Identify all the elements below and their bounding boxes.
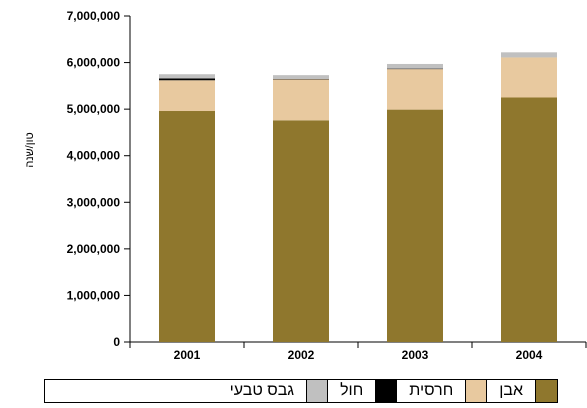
bar-segment bbox=[387, 69, 443, 110]
bar-segment bbox=[501, 52, 557, 58]
legend-item: אבן bbox=[487, 380, 557, 402]
legend-label: חול bbox=[340, 382, 364, 399]
y-tick-label: 6,000,000 bbox=[67, 56, 121, 70]
y-tick-label: 7,000,000 bbox=[67, 9, 121, 23]
bar-segment bbox=[273, 79, 329, 121]
legend-swatch bbox=[535, 380, 557, 402]
x-tick-label: 2002 bbox=[288, 348, 315, 362]
bar-segment bbox=[159, 80, 215, 112]
legend-label: גבס טבעי bbox=[229, 382, 295, 399]
bar-segment bbox=[387, 109, 443, 342]
y-tick-label: 5,000,000 bbox=[67, 102, 121, 116]
bar-segment bbox=[387, 63, 443, 69]
bar-segment bbox=[501, 57, 557, 98]
legend-label: חרסית bbox=[409, 382, 454, 399]
y-tick-label: 2,000,000 bbox=[67, 242, 121, 256]
y-tick-label: 4,000,000 bbox=[67, 149, 121, 163]
x-tick-label: 2003 bbox=[402, 348, 429, 362]
legend-swatch bbox=[375, 380, 398, 402]
bars bbox=[159, 52, 557, 343]
bar-segment bbox=[387, 68, 443, 70]
bar-segment bbox=[159, 74, 215, 79]
y-axis: 0 1,000,000 2,000,000 3,000,000 4,000,000 5,0… bbox=[67, 9, 131, 349]
x-tick-label: 2004 bbox=[516, 348, 543, 362]
x-axis: 2001 2002 2003 2004 bbox=[129, 341, 587, 362]
x-tick-label: 2001 bbox=[174, 348, 201, 362]
bar-segment bbox=[159, 111, 215, 343]
y-tick-label: 0 bbox=[113, 335, 120, 349]
bar-segment bbox=[273, 78, 329, 80]
legend-swatch bbox=[306, 380, 329, 402]
legend-item: גבס טבעי bbox=[45, 380, 329, 402]
bar-segment bbox=[159, 78, 215, 81]
legend: אבן חרסית חול גבס טבעי bbox=[44, 379, 558, 403]
legend-item: חרסית bbox=[397, 380, 488, 402]
legend-swatch bbox=[465, 380, 488, 402]
legend-item: חול bbox=[328, 380, 398, 402]
y-tick-label: 3,000,000 bbox=[67, 195, 121, 209]
bar-segment bbox=[501, 97, 557, 342]
y-tick-label: 1,000,000 bbox=[67, 288, 121, 302]
bar-segment bbox=[273, 120, 329, 342]
bar-segment bbox=[273, 75, 329, 79]
stacked-bar-chart: 0 1,000,000 2,000,000 3,000,000 4,000,000 5,0… bbox=[24, 9, 587, 362]
y-axis-label: טון/שנה bbox=[24, 132, 36, 167]
legend-label: אבן bbox=[499, 382, 523, 399]
